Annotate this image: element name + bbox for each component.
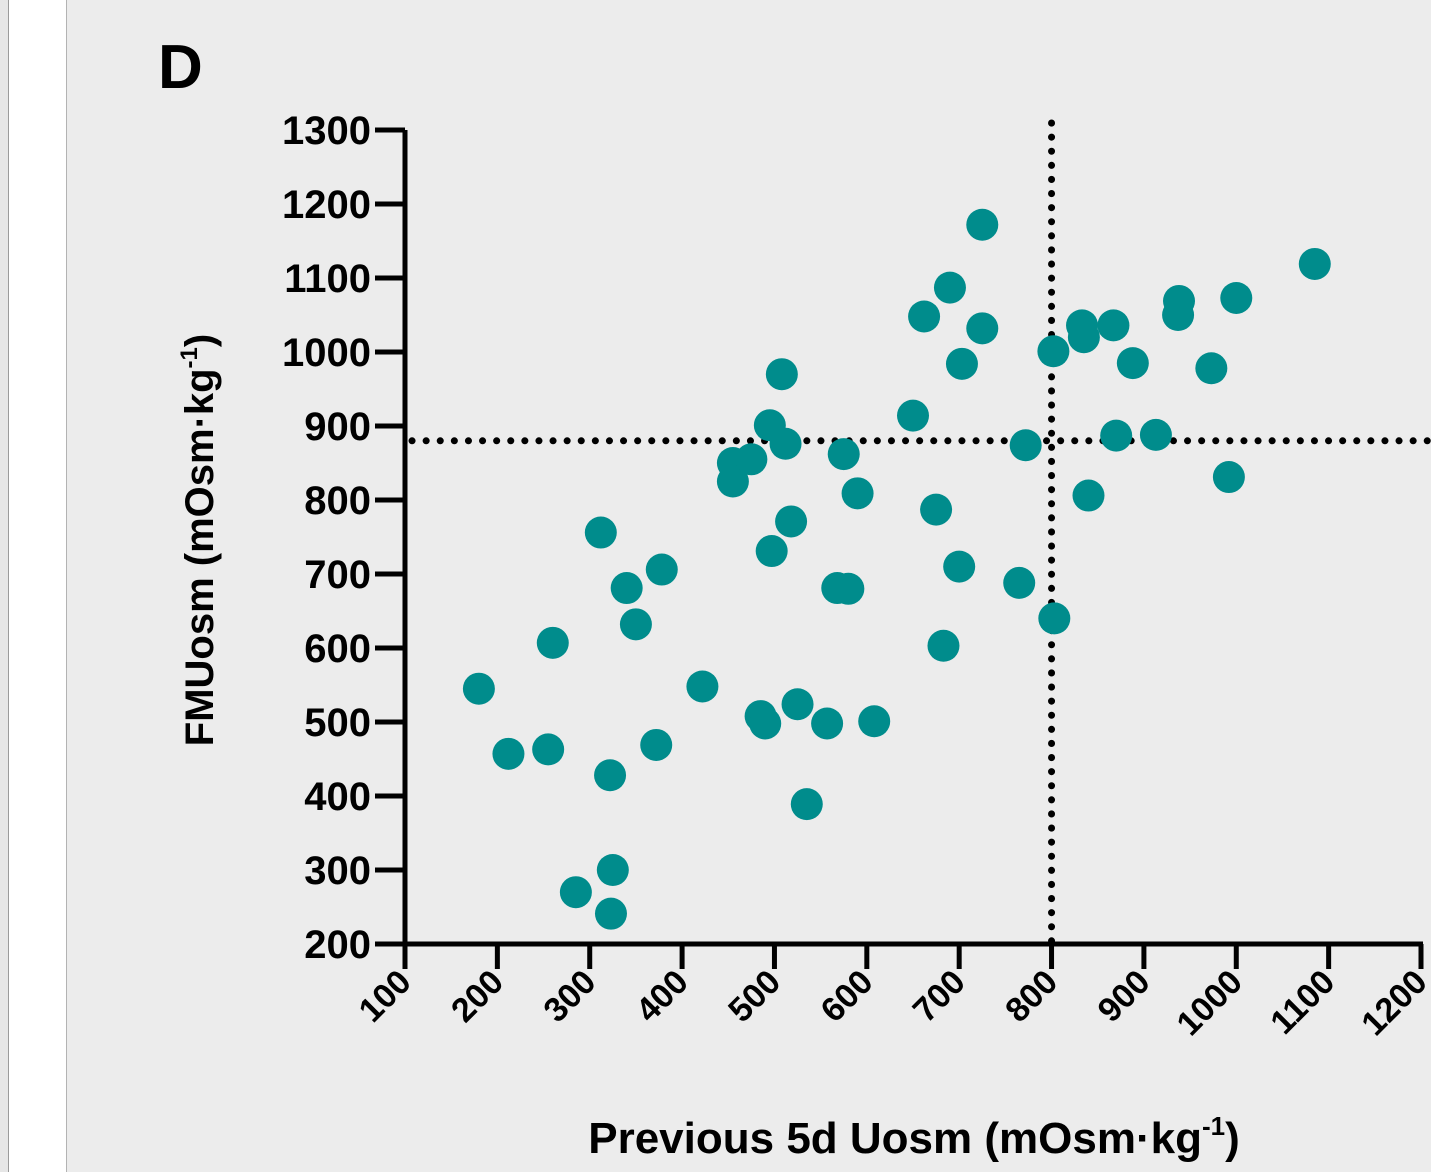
data-point — [1162, 299, 1195, 331]
data-point — [1195, 352, 1228, 385]
data-point — [1072, 479, 1105, 512]
data-point — [927, 629, 960, 662]
x-axis-label-close: ) — [1225, 1114, 1240, 1163]
y-tick-label: 700 — [304, 553, 371, 597]
data-point — [596, 854, 629, 886]
data-point — [841, 477, 874, 510]
data-point — [610, 572, 643, 605]
data-point — [943, 550, 976, 583]
data-point — [716, 465, 749, 498]
data-point — [908, 300, 941, 333]
x-tick-label: 500 — [721, 963, 788, 1030]
y-tick-label: 1300 — [282, 109, 371, 153]
data-point — [966, 312, 999, 345]
data-point — [765, 358, 798, 391]
data-point — [532, 733, 565, 766]
y-axis-label-sup: -1 — [176, 347, 203, 368]
x-tick-label: 600 — [813, 963, 880, 1030]
x-tick-label: 1200 — [1354, 963, 1431, 1043]
x-axis-label: Previous 5d Uosm (mOsm·kg-1) — [588, 1111, 1240, 1163]
y-tick-label: 600 — [304, 627, 371, 671]
data-point — [1100, 419, 1133, 452]
y-tick-label: 300 — [304, 849, 371, 893]
data-point — [1067, 321, 1100, 354]
data-point — [749, 707, 782, 740]
data-point — [775, 505, 808, 538]
data-point — [1097, 309, 1130, 342]
data-point — [492, 737, 525, 770]
data-point — [1009, 429, 1042, 462]
y-tick-label: 1200 — [282, 183, 371, 227]
data-point — [594, 897, 627, 930]
data-point — [1003, 566, 1036, 599]
data-point — [735, 443, 768, 476]
data-point — [897, 399, 929, 432]
y-tick-label: 900 — [304, 405, 371, 449]
data-point — [559, 876, 592, 909]
x-tick-label: 100 — [352, 963, 419, 1030]
data-point — [640, 728, 673, 761]
data-point — [686, 670, 719, 703]
x-axis-label-sup: -1 — [1202, 1111, 1225, 1141]
window-side-strip — [9, 0, 67, 1172]
x-tick-label: 400 — [629, 963, 696, 1030]
data-point — [832, 572, 865, 605]
data-point — [1116, 347, 1149, 380]
data-point — [858, 705, 891, 738]
data-point — [536, 626, 569, 659]
y-axis-label-close: ) — [178, 334, 222, 347]
data-point — [945, 347, 978, 380]
data-point — [966, 208, 999, 241]
x-tick-label: 1000 — [1170, 963, 1250, 1043]
data-point — [1298, 247, 1331, 280]
data-point — [584, 516, 617, 549]
data-point — [1038, 602, 1071, 635]
data-points — [462, 208, 1331, 930]
y-tick-label: 1000 — [282, 331, 371, 375]
data-point — [811, 707, 844, 740]
data-point — [1037, 335, 1070, 368]
x-tick-label: 800 — [998, 963, 1065, 1030]
y-tick-label: 200 — [304, 923, 371, 967]
data-point — [1220, 281, 1253, 314]
x-tick-label: 900 — [1091, 963, 1158, 1030]
y-axis-label-main: FMUosm (mOsm·kg — [178, 368, 222, 746]
data-point — [933, 271, 966, 304]
y-tick-label: 500 — [304, 701, 371, 745]
panel-label: D — [158, 33, 203, 102]
data-point — [619, 608, 652, 641]
data-point — [645, 553, 678, 586]
x-tick-label: 1100 — [1263, 963, 1342, 1042]
y-tick-label: 800 — [304, 479, 371, 523]
data-point — [781, 688, 814, 721]
chart-panel — [67, 0, 1431, 1172]
x-tick-label: 300 — [536, 963, 603, 1030]
y-axis-label: FMUosm (mOsm·kg-1) — [176, 334, 222, 746]
data-point — [462, 672, 495, 705]
reference-lines — [408, 119, 1431, 948]
y-tick-label: 1100 — [284, 257, 371, 301]
window-left-frame — [0, 0, 9, 1172]
y-tick-label: 400 — [304, 775, 371, 819]
data-point — [790, 788, 823, 821]
data-point — [827, 438, 860, 471]
data-point — [1139, 418, 1172, 451]
data-point — [769, 427, 802, 460]
x-axis-label-main: Previous 5d Uosm (mOsm·kg — [588, 1114, 1202, 1163]
data-point — [594, 759, 627, 792]
data-point — [920, 493, 953, 526]
x-tick-label: 700 — [906, 963, 973, 1030]
x-tick-label: 200 — [444, 963, 511, 1030]
data-point — [1212, 461, 1245, 494]
data-point — [755, 535, 788, 568]
